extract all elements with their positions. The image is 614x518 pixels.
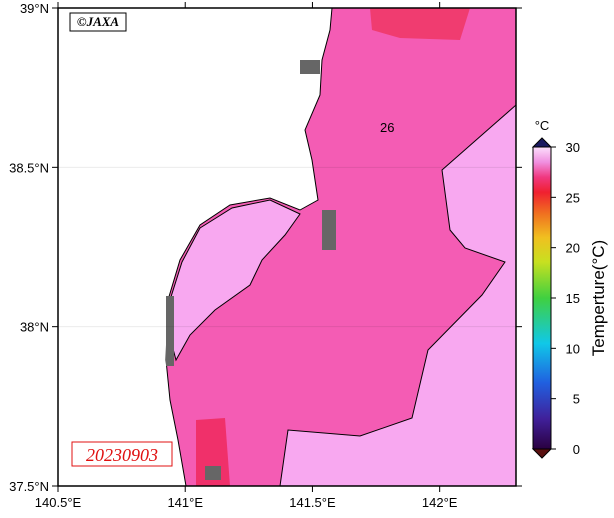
credit-box bbox=[69, 12, 127, 32]
colorbar bbox=[532, 146, 552, 450]
lon-label: 141°E bbox=[167, 495, 203, 510]
date: 20230903 bbox=[86, 445, 158, 465]
colorbar-tick-label: 15 bbox=[566, 291, 580, 306]
lat-label: 37.5°N bbox=[9, 479, 49, 494]
lon-label: 141.5°E bbox=[289, 495, 336, 510]
colorbar-over bbox=[531, 137, 553, 148]
mask bbox=[300, 60, 320, 74]
date-box bbox=[71, 441, 173, 467]
colorbar-tick-label: 10 bbox=[566, 341, 580, 356]
colorbar-title: Temperture(°C) bbox=[589, 240, 608, 356]
colorbar-tick-label: 5 bbox=[573, 392, 580, 407]
lat-label: 38.5°N bbox=[9, 160, 49, 175]
map-area: 26 bbox=[58, 8, 516, 486]
colorbar-tick-label: 25 bbox=[566, 190, 580, 205]
colorbar-unit: °C bbox=[535, 118, 550, 133]
contour-label: 26 bbox=[380, 120, 394, 135]
credit: ©JAXA bbox=[77, 14, 120, 29]
cool-region bbox=[279, 104, 516, 486]
lat-label: 38°N bbox=[20, 320, 49, 335]
warm-patch bbox=[370, 8, 470, 40]
mask bbox=[166, 296, 174, 366]
mask bbox=[322, 210, 336, 250]
colorbar-tick-label: 0 bbox=[573, 442, 580, 457]
lon-label: 142°E bbox=[422, 495, 458, 510]
colorbar-tick-label: 30 bbox=[566, 140, 580, 155]
map-frame bbox=[57, 7, 517, 487]
warm-patch bbox=[196, 418, 230, 486]
lat-label: 39°N bbox=[20, 1, 49, 16]
mask bbox=[205, 466, 221, 480]
lon-label: 140.5°E bbox=[35, 495, 82, 510]
colorbar-tick-label: 20 bbox=[566, 241, 580, 256]
colorbar-under bbox=[531, 448, 553, 459]
